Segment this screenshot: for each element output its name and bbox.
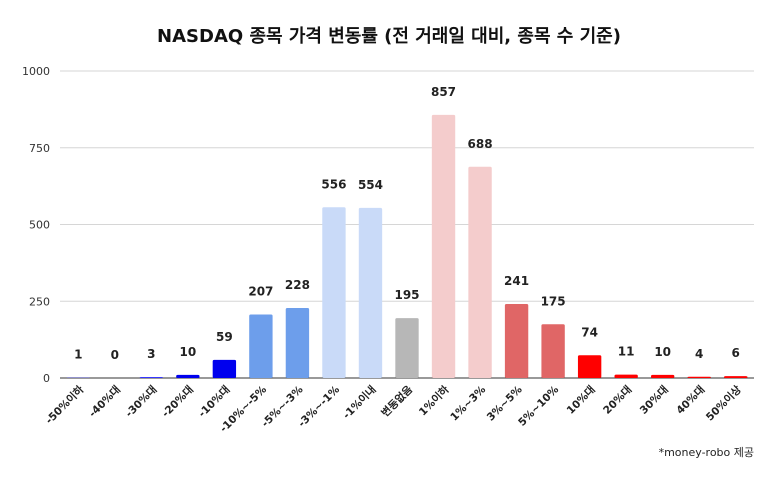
bar — [724, 376, 747, 378]
bar — [688, 377, 711, 378]
x-tick-label: 10%대 — [564, 383, 598, 417]
data-label: 59 — [216, 330, 233, 344]
bar — [651, 375, 674, 378]
data-label: 175 — [541, 294, 566, 308]
data-label: 207 — [248, 284, 273, 298]
data-label: 857 — [431, 85, 456, 99]
data-label: 74 — [581, 325, 598, 339]
x-tick-label: -10%대 — [196, 383, 233, 420]
bar — [614, 375, 637, 378]
data-label: 4 — [695, 347, 703, 361]
data-label: 228 — [285, 278, 310, 292]
y-tick-label: 500 — [29, 219, 50, 232]
bar — [213, 360, 236, 378]
x-tick-label: -40%대 — [86, 383, 123, 420]
data-label: 11 — [618, 345, 635, 359]
bar — [468, 167, 491, 378]
bar — [176, 375, 199, 378]
data-label: 554 — [358, 178, 383, 192]
data-label: 556 — [321, 177, 346, 191]
data-label: 3 — [147, 347, 155, 361]
x-tick-label: -20%대 — [159, 383, 196, 420]
bar — [578, 355, 601, 378]
data-label: 688 — [468, 137, 493, 151]
x-tick-label: 20%대 — [600, 383, 634, 417]
bar — [359, 208, 382, 378]
x-tick-label: 1%이하 — [416, 383, 452, 419]
source-note: *money-robo 제공 — [659, 446, 754, 459]
x-tick-label: 30%대 — [637, 383, 671, 417]
y-tick-label: 0 — [43, 372, 50, 385]
y-tick-label: 750 — [29, 142, 50, 155]
x-tick-label: -30%대 — [123, 383, 160, 420]
data-label: 241 — [504, 274, 529, 288]
data-label: 6 — [732, 346, 740, 360]
chart-title: NASDAQ 종목 가격 변동률 (전 거래일 대비, 종목 수 기준) — [157, 26, 621, 47]
x-tick-label: -50%이하 — [43, 383, 87, 427]
data-label: 1 — [74, 348, 82, 362]
x-tick-label: 5%~10% — [516, 383, 561, 428]
bar — [322, 207, 345, 378]
data-label: 195 — [394, 288, 419, 302]
data-label: 0 — [111, 348, 119, 362]
bar — [505, 304, 528, 378]
data-label: 10 — [654, 345, 671, 359]
bar — [140, 377, 163, 378]
x-tick-label: 40%대 — [674, 383, 708, 417]
x-tick-label: 50%이상 — [703, 383, 744, 424]
bar — [432, 115, 455, 378]
bar — [541, 324, 564, 378]
y-tick-label: 1000 — [22, 65, 50, 78]
bar — [249, 314, 272, 378]
bar — [286, 308, 309, 378]
x-tick-label: 1%~3% — [448, 383, 488, 423]
bar — [395, 318, 418, 378]
y-tick-label: 250 — [29, 295, 50, 308]
data-label: 10 — [179, 345, 196, 359]
x-tick-label: -1%이내 — [340, 383, 379, 422]
x-tick-label: 변동없음 — [379, 383, 416, 420]
